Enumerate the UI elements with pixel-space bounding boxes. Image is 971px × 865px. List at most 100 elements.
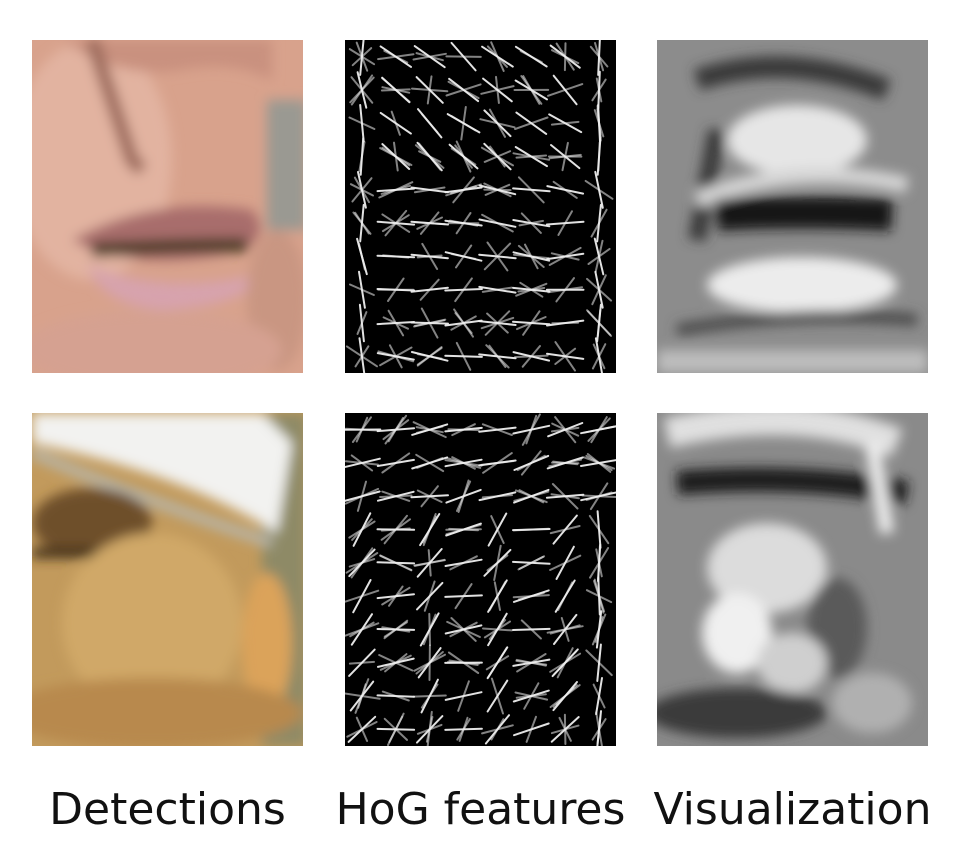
hog-stroke [455, 341, 472, 371]
hog-stroke [514, 116, 549, 130]
hog-stroke [590, 208, 608, 238]
hog-stroke [525, 715, 537, 743]
hog-stroke [490, 41, 505, 72]
hog-stroke [380, 88, 411, 92]
hog-stroke [416, 347, 443, 366]
hog-stroke [456, 480, 472, 512]
hog-stroke [550, 493, 580, 500]
caption-visualization: Visualization [653, 784, 932, 835]
hog-stroke [488, 108, 506, 138]
hog-stroke [585, 454, 613, 471]
hog-stroke [587, 247, 611, 265]
hog-stroke [454, 277, 473, 303]
hog-stroke [413, 559, 446, 567]
hog-stroke [548, 458, 583, 468]
hog-stroke [484, 310, 511, 336]
hog-stroke [355, 716, 369, 742]
hog-stroke [413, 186, 446, 194]
hog-stroke [358, 242, 366, 271]
hog-stroke [415, 453, 445, 473]
hog-stroke [457, 680, 470, 712]
hog-stroke [485, 344, 510, 369]
hog-stroke [522, 310, 541, 336]
hog-stroke [345, 692, 381, 700]
hog-stroke [351, 518, 373, 541]
hog-stroke [354, 211, 370, 235]
hog-stroke [390, 110, 401, 136]
hog-stroke [520, 212, 542, 234]
hog-stroke [552, 180, 578, 199]
hog-stroke [524, 243, 539, 270]
hog-stroke [455, 212, 472, 235]
hog-stroke [554, 416, 577, 444]
hog-stroke [382, 316, 409, 330]
hog-stroke [515, 693, 547, 699]
hog-stroke [486, 554, 509, 572]
hog-stroke [587, 310, 612, 336]
hog-stroke [595, 548, 603, 578]
hog-stroke [512, 527, 550, 532]
hog-stroke [355, 416, 369, 443]
hog-stroke [348, 558, 376, 568]
hog-stroke [426, 710, 433, 746]
hog-stroke [412, 421, 447, 439]
hog-stroke [418, 150, 442, 163]
hog-stroke [349, 76, 375, 104]
hog-stroke [382, 254, 410, 259]
hog-stroke [384, 209, 408, 237]
hog-stroke [596, 108, 602, 139]
hog-stroke [594, 616, 604, 643]
hog-stroke [420, 485, 439, 508]
visualization-image-row2 [657, 413, 928, 746]
hog-stroke [422, 613, 437, 646]
hog-stroke [512, 152, 551, 161]
hog-stroke [454, 583, 473, 610]
hog-stroke [551, 49, 580, 65]
hog-stroke [517, 176, 545, 204]
hog-stroke [421, 242, 439, 270]
hog-stroke [554, 347, 577, 365]
hog-stroke [381, 452, 411, 474]
hog-stroke [345, 345, 378, 368]
caption-hog-features: HoG features [335, 784, 626, 835]
hog-stroke [555, 277, 575, 303]
hog-stroke [348, 660, 375, 665]
hog-stroke [450, 315, 477, 331]
hog-stroke [488, 581, 507, 612]
hog-stroke [592, 343, 606, 370]
hog-stroke [592, 683, 606, 709]
hog-stroke [379, 554, 413, 572]
hog-stroke [481, 724, 514, 735]
hog-stroke [423, 580, 436, 612]
hog-stroke [445, 55, 482, 58]
hog-stroke [456, 718, 471, 741]
hog-stroke [560, 617, 570, 642]
hog-stroke [595, 711, 603, 746]
hog-stroke [563, 713, 567, 745]
hog-stroke [557, 210, 573, 236]
hog-stroke [426, 75, 433, 105]
hog-stroke [460, 106, 467, 141]
hog-stroke [444, 459, 483, 467]
hog-stroke [489, 145, 506, 168]
hog-stroke [420, 683, 439, 709]
hog-stroke [548, 246, 582, 266]
hog-stroke [549, 554, 582, 571]
visualization-image-row1 [657, 40, 928, 373]
hog-stroke [519, 50, 543, 64]
hog-stroke [448, 527, 479, 532]
hog-stroke [387, 712, 405, 746]
hog-stroke [447, 428, 480, 432]
hog-stroke [593, 579, 606, 613]
hog-stroke [481, 213, 514, 233]
hog-stroke [547, 83, 584, 97]
hog-stroke [517, 555, 546, 571]
hog-stroke [483, 242, 512, 271]
hog-stroke [512, 594, 550, 599]
hog-stroke [551, 321, 580, 325]
hog-features-image-row2 [345, 413, 616, 746]
hog-stroke [381, 490, 411, 502]
hog-stroke [382, 419, 410, 441]
hog-grid-row2 [345, 413, 616, 746]
hog-stroke [584, 179, 614, 200]
